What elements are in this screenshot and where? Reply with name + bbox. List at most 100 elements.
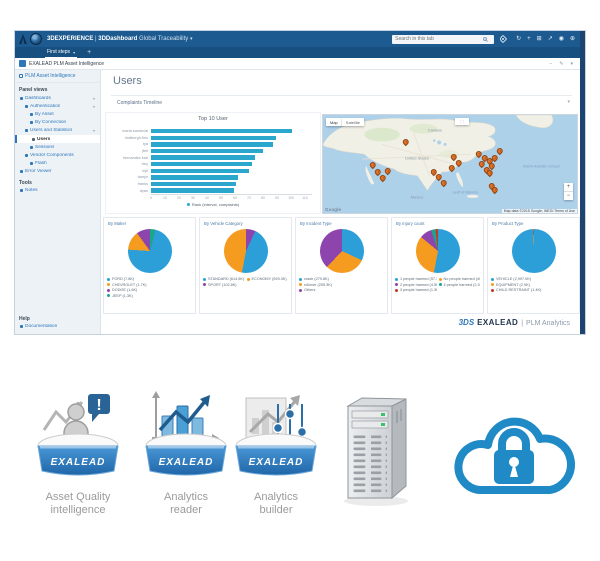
legend-item: 2 people harmed (4.5K) xyxy=(395,283,437,287)
globe-icon[interactable]: ⊕ xyxy=(569,36,575,42)
satellite-button[interactable]: Satellite xyxy=(341,118,365,126)
sidebar-item-sessions[interactable]: Sessions xyxy=(15,143,100,151)
map-button[interactable]: Map xyxy=(326,118,342,126)
sidebar-item-by-asset[interactable]: By Asset xyxy=(15,110,100,118)
bar xyxy=(151,135,276,141)
tag-icon[interactable] xyxy=(498,34,508,44)
map-extra-control[interactable]: ⛶ xyxy=(455,118,470,125)
minimize-icon[interactable]: − xyxy=(549,60,553,67)
legend-item: STANDARD (614.5K) xyxy=(203,277,245,281)
item-icon xyxy=(30,162,33,166)
product-analytics-reader: EXALEAD Analytics reader xyxy=(138,388,234,517)
cloud-lock-icon xyxy=(454,417,575,494)
axis-tick: 70 xyxy=(247,195,251,200)
add-tab-button[interactable]: + xyxy=(87,49,92,56)
page-title: Users xyxy=(113,75,142,87)
3ds-logo-icon xyxy=(19,34,27,44)
sidebar-item-authentication[interactable]: Authentication ▾ xyxy=(15,102,100,110)
legend-item: 1 people harmed (57.3K) xyxy=(395,277,437,281)
pie-title: By Vehicle Category xyxy=(204,221,243,226)
dashboard-name[interactable]: Global Traceability xyxy=(138,36,189,42)
sidebar-item-notes[interactable]: Notes xyxy=(15,187,100,195)
bar-row: dyan xyxy=(109,187,312,194)
bar-label: maria.sandoval xyxy=(122,129,148,134)
legend-item: FORD (7.8K) xyxy=(107,277,192,281)
topbar: 3DEXPERIENCE | 3DDashboard Global Tracea… xyxy=(15,31,585,47)
bar-row: tya xyxy=(109,141,312,148)
item-icon xyxy=(25,153,28,157)
sidebar-item-vendor-components[interactable]: Vendor Components xyxy=(15,151,100,159)
zoom-out-button[interactable]: − xyxy=(566,193,571,199)
bar-row: jbel xyxy=(109,148,312,155)
sidebar-item-users-and-statistics[interactable]: Users and Statistics ▾ xyxy=(15,127,100,135)
sidebar-item-flash[interactable]: Flash xyxy=(15,160,100,168)
topbar-icons: ↻ + ⊞ ↗ ◉ ⊕ xyxy=(516,36,575,42)
edit-icon[interactable]: ✎ xyxy=(559,60,564,67)
legend-item: SPORT (102.8K) xyxy=(203,283,245,287)
timeline-section-label[interactable]: Complaints Timeline xyxy=(117,100,163,106)
notifications-icon[interactable]: ◉ xyxy=(558,36,564,42)
axis-tick: 110 xyxy=(302,195,308,200)
axis-tick: 60 xyxy=(233,195,237,200)
bar xyxy=(151,168,249,174)
bar-label: jbel xyxy=(142,149,148,154)
axis-tick: 0 xyxy=(150,195,152,200)
help-header: Help xyxy=(19,315,30,322)
topbar-title: 3DEXPERIENCE | 3DDashboard Global Tracea… xyxy=(47,36,193,42)
chevron-down-icon[interactable]: ▾ xyxy=(189,36,193,42)
item-icon xyxy=(25,104,28,108)
pie-panel-by-vehicle-category: By Vehicle Category STANDARD (614.5K) ECON… xyxy=(199,217,292,314)
section-chevron-icon[interactable]: ▾ xyxy=(567,99,570,105)
exalead-wordmark: EXALEAD xyxy=(477,318,519,327)
pie-chart xyxy=(415,229,460,273)
item-icon xyxy=(30,121,33,125)
server-illustration xyxy=(336,386,420,513)
bar-row: maria.sandoval xyxy=(109,128,312,135)
sidebar-item-dashboards[interactable]: Dashboards ▾ xyxy=(15,94,100,102)
pie-chart xyxy=(223,229,268,273)
compass-globe-icon[interactable] xyxy=(30,33,42,45)
refresh-icon[interactable]: ↻ xyxy=(516,36,522,42)
top10-chart-panel: Top 10 User maria.sandoval lindbergh.finn… xyxy=(105,112,321,214)
sidebar-item-by-connection[interactable]: By Connection xyxy=(15,119,100,127)
item-icon xyxy=(32,137,35,141)
pie-title: By Injury count xyxy=(396,221,425,226)
apps-icon[interactable]: ⊞ xyxy=(536,36,542,42)
map-attribution[interactable]: Map data ©2015 Google, INEGI Terms of Us… xyxy=(501,209,577,213)
analytics-reader-icon: EXALEAD xyxy=(145,391,227,476)
axis-tick: 10 xyxy=(163,195,167,200)
svg-text:EXALEAD: EXALEAD xyxy=(249,457,304,468)
sidebar-item-users[interactable]: Users xyxy=(15,134,100,144)
map-panel[interactable]: Map Satellite ⛶ Canada United States Mexic… xyxy=(322,114,578,214)
legend-item: 4 people harmed (2.3K) xyxy=(438,283,480,287)
chevron-down-icon[interactable]: ▾ xyxy=(92,95,95,101)
add-icon[interactable]: + xyxy=(527,36,531,42)
share-icon[interactable]: ↗ xyxy=(547,36,553,42)
sidebar-item-error-viewer[interactable]: Error Viewer xyxy=(15,168,100,176)
pie-panel-by-product-type: By Product Type VEHICLE (2,997.0K) EQUIPME… xyxy=(487,217,580,314)
sidebar-item-documentation[interactable]: Documentation xyxy=(15,323,100,331)
bar-label: kyli xyxy=(142,168,148,173)
item-icon xyxy=(20,96,23,100)
chevron-down-icon[interactable]: ▾ xyxy=(73,49,76,55)
google-logo: Google xyxy=(325,207,342,212)
zoom-in-button[interactable]: + xyxy=(564,183,573,192)
legend-item: 3 people harmed (1.3K) xyxy=(395,288,437,292)
widget-icon xyxy=(19,60,26,67)
chevron-down-icon[interactable]: ▾ xyxy=(570,60,573,67)
chevron-down-icon[interactable]: ▾ xyxy=(92,103,95,109)
search-icon[interactable] xyxy=(483,37,488,41)
search-input[interactable] xyxy=(395,36,482,42)
chevron-down-icon[interactable]: ▾ xyxy=(92,128,95,134)
legend-item: Rank (interval, complaints) xyxy=(186,202,239,207)
widget-controls: − ✎ ▾ xyxy=(549,61,581,67)
legend-item: CHILD RESTRAINT (1.4K) xyxy=(491,288,576,292)
bar xyxy=(151,129,293,134)
bar-label: tya xyxy=(142,142,148,147)
legend-item: crash (279.8K) xyxy=(299,277,384,281)
search-box[interactable] xyxy=(392,34,495,44)
sidebar-root-item[interactable]: PLM Asset Intelligence xyxy=(15,70,100,83)
pie-chart xyxy=(127,229,172,273)
bar xyxy=(151,162,252,167)
tab-first-steps[interactable]: First steps ▾ xyxy=(45,49,78,58)
